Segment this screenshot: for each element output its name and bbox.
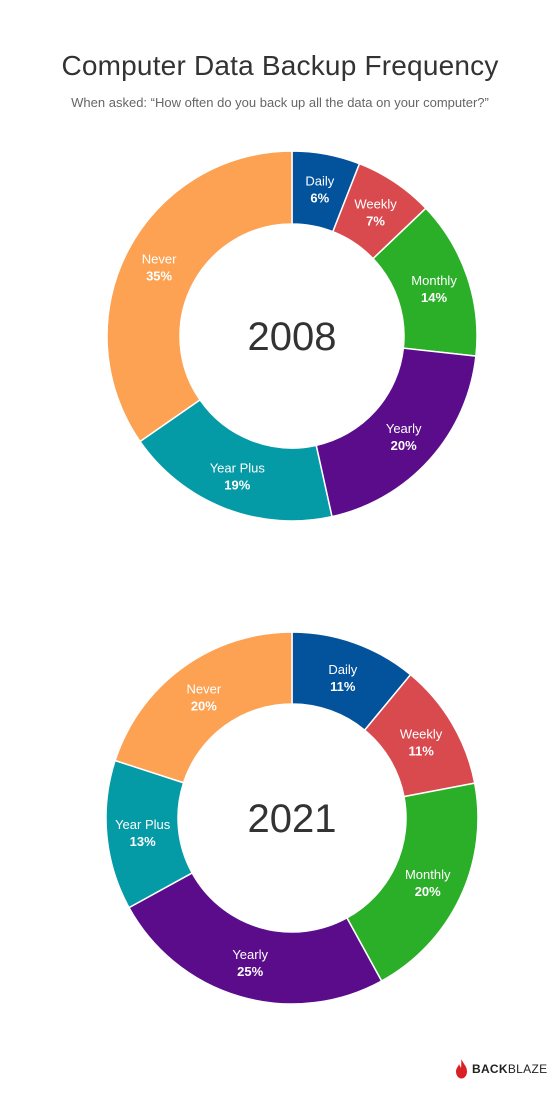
slice-value-2008-weekly: 7% <box>366 213 385 228</box>
slice-label-2021-monthly: Monthly <box>405 867 451 882</box>
logo-text-bold: BACK <box>472 1062 508 1076</box>
slice-label-2008-never: Never <box>142 251 177 266</box>
page-title: Computer Data Backup Frequency <box>61 50 499 81</box>
slice-label-2021-yearly: Yearly <box>232 947 268 962</box>
slice-value-2021-daily: 11% <box>330 679 356 694</box>
donut-chart-2021: Daily 11% Weekly 11% Monthly 20% Yearly 25% Year… <box>105 631 479 1005</box>
slice-2008-yearly <box>315 347 477 518</box>
logo-text-regular: BLAZE <box>507 1062 548 1076</box>
backblaze-logo: BACKBLAZE <box>455 1058 550 1080</box>
slice-2021-yearly <box>127 871 383 1005</box>
donut-chart-2008: Daily 6% Weekly 7% Monthly 14% Yearly 20% Year P… <box>106 150 478 522</box>
slice-label-2021-weekly: Weekly <box>400 727 443 742</box>
slice-label-2021-year-plus: Year Plus <box>115 817 171 832</box>
center-label-2008: 2008 <box>248 315 337 359</box>
slice-label-2008-weekly: Weekly <box>354 196 397 211</box>
slice-value-2008-year-plus: 19% <box>224 478 250 493</box>
page-subtitle: When asked: “How often do you back up al… <box>71 95 489 110</box>
slice-value-2008-monthly: 14% <box>421 290 447 305</box>
slice-value-2021-never: 20% <box>191 699 217 714</box>
slice-value-2008-yearly: 20% <box>391 438 417 453</box>
slice-2021-monthly <box>345 782 479 983</box>
slice-value-2021-weekly: 11% <box>408 744 434 759</box>
slice-label-2008-monthly: Monthly <box>411 273 457 288</box>
center-label-2021: 2021 <box>248 797 337 841</box>
flame-icon <box>456 1059 467 1079</box>
slice-label-2008-year-plus: Year Plus <box>210 461 266 476</box>
slice-2021-never <box>114 631 293 784</box>
slice-label-2021-never: Never <box>186 682 221 697</box>
slice-value-2008-daily: 6% <box>310 191 329 206</box>
slice-label-2008-daily: Daily <box>305 174 334 189</box>
slice-value-2021-monthly: 20% <box>415 884 441 899</box>
slice-label-2008-yearly: Yearly <box>386 421 422 436</box>
slice-value-2008-never: 35% <box>146 268 172 283</box>
slice-value-2021-yearly: 25% <box>237 964 263 979</box>
flame-shape <box>456 1059 467 1079</box>
slice-2008-never <box>106 150 293 443</box>
logo-text: BACKBLAZE <box>472 1062 547 1076</box>
slice-value-2021-year-plus: 13% <box>130 834 156 849</box>
slice-label-2021-daily: Daily <box>328 662 357 677</box>
